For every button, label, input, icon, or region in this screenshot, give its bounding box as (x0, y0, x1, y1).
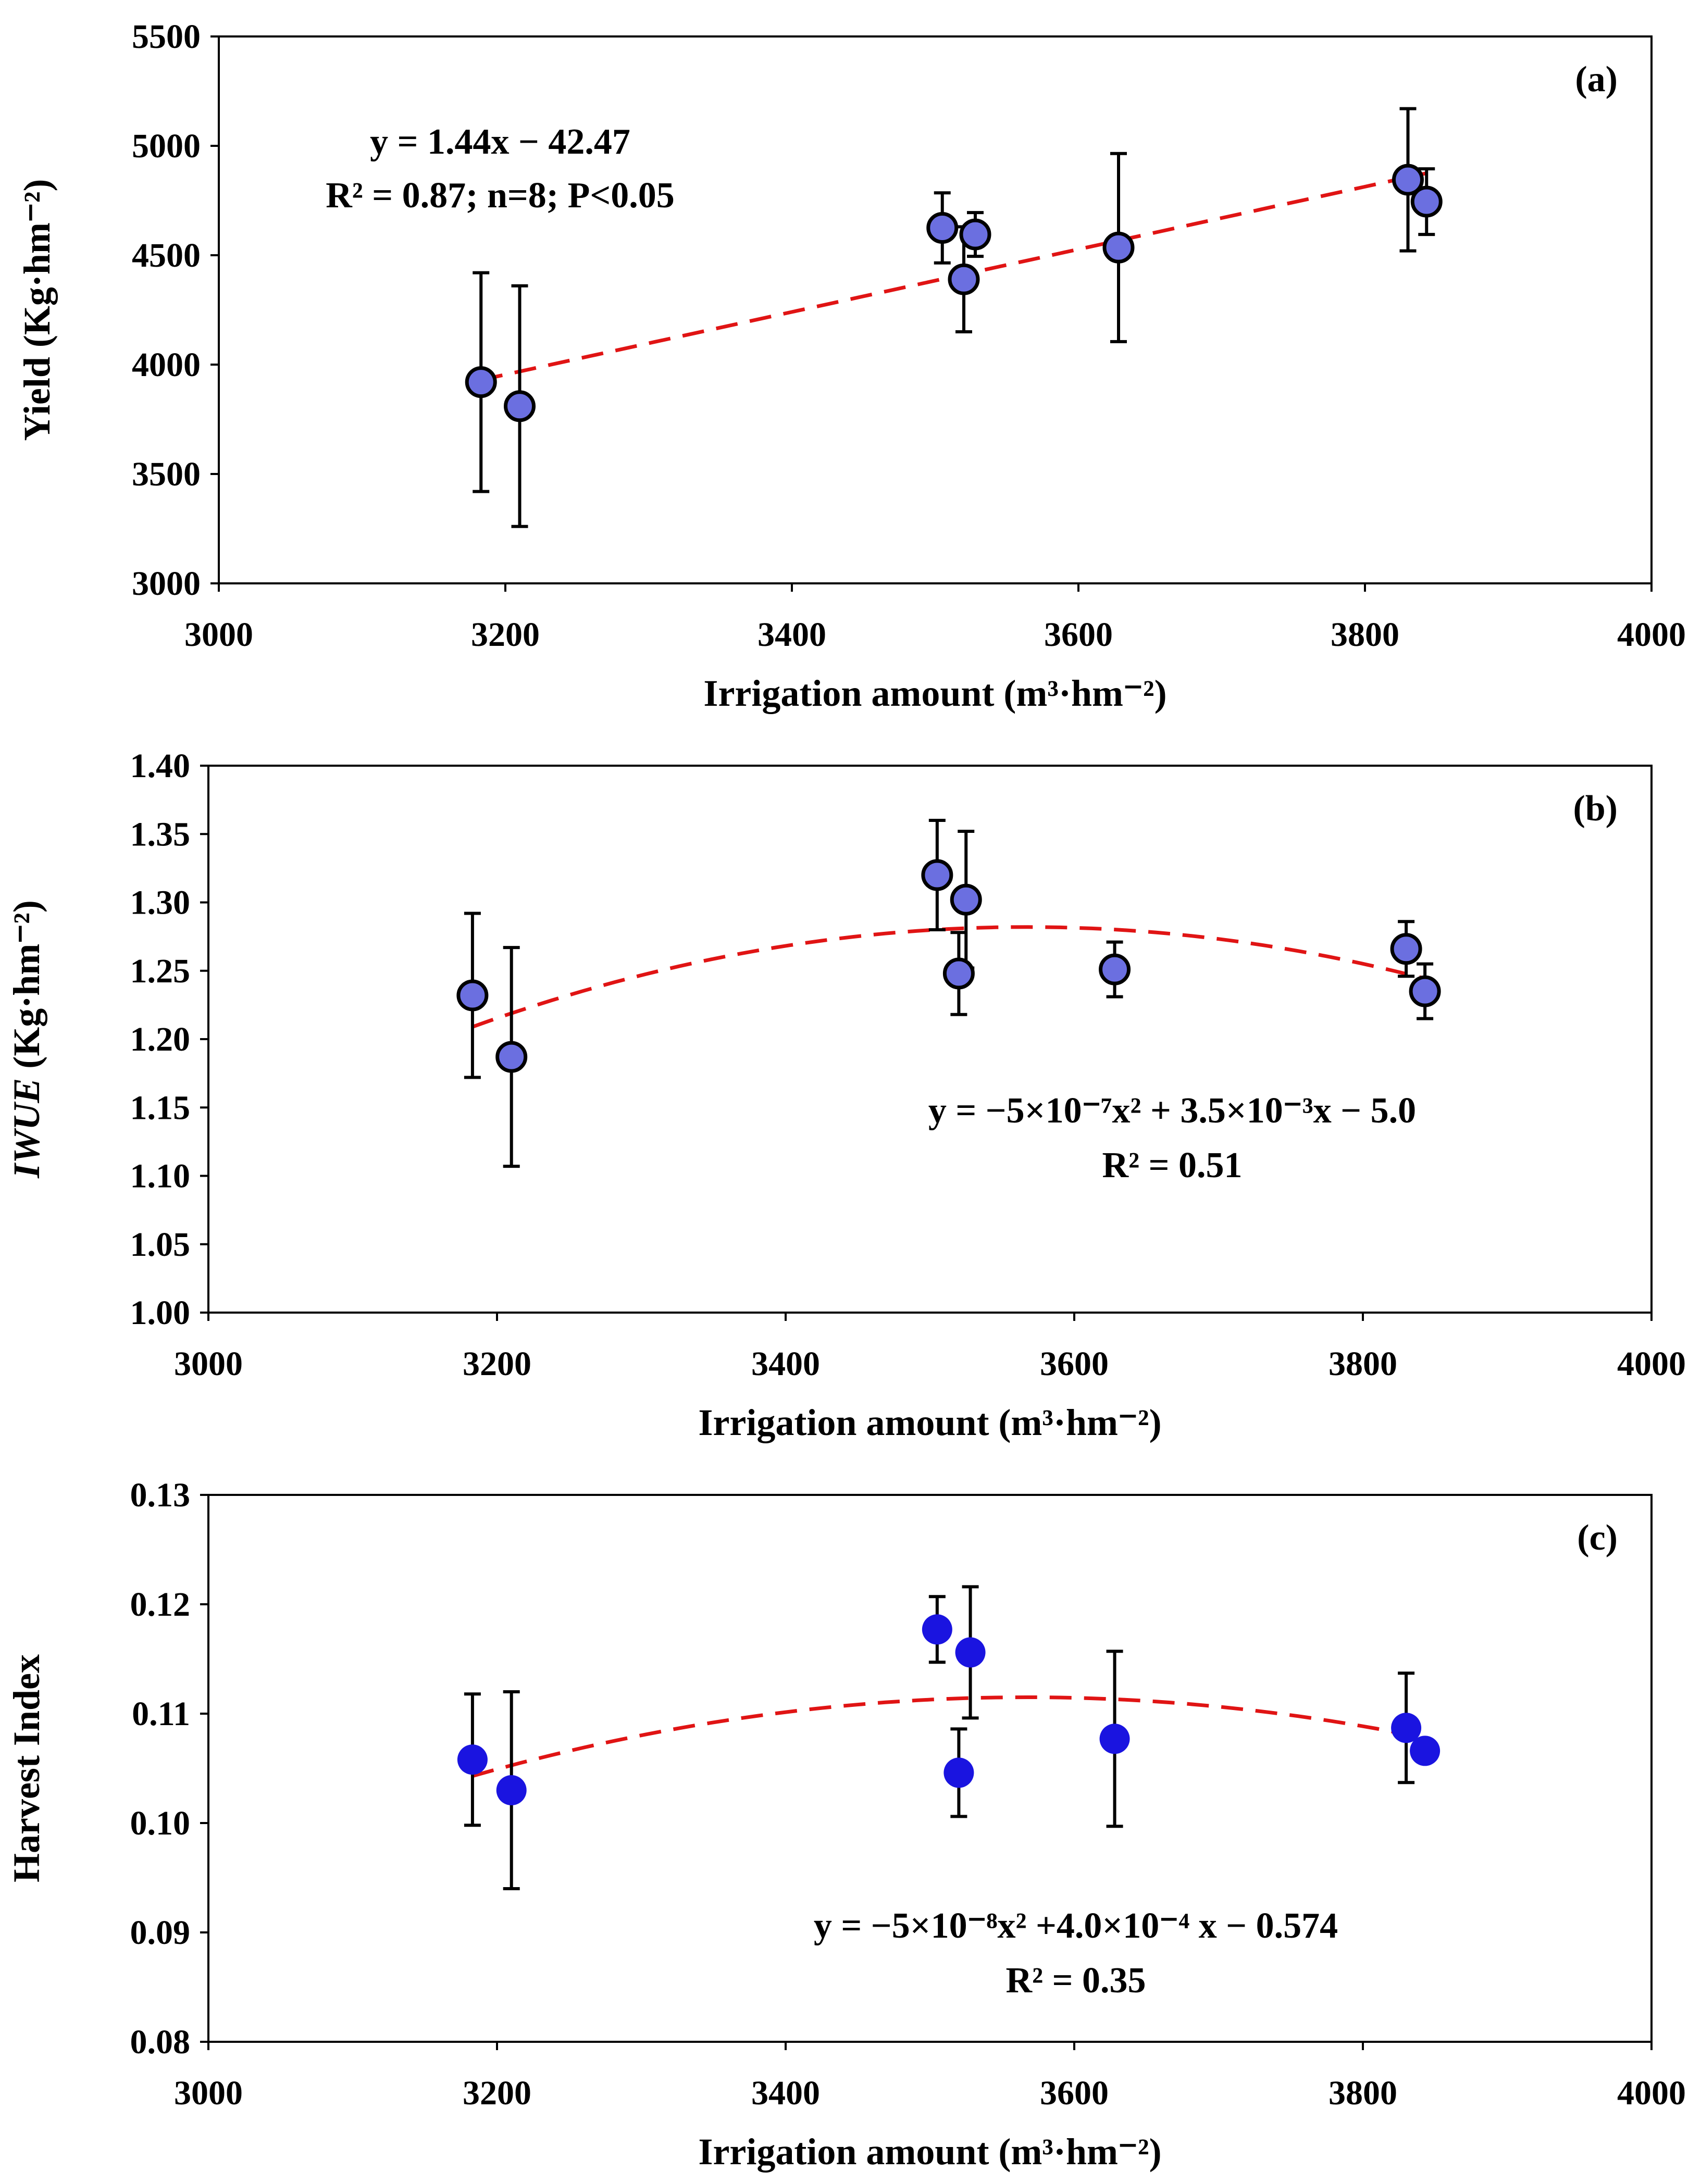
data-point (495, 1041, 528, 1073)
y-tick-label: 1.35 (130, 815, 191, 853)
x-tick-label: 3000 (174, 1345, 243, 1383)
y-axis-label: IWUE (Kg·hm⁻²) (6, 900, 47, 1179)
x-tick-label: 3000 (184, 616, 253, 654)
plot-frame (218, 35, 1653, 584)
y-tick-label: 0.09 (130, 1914, 191, 1952)
data-point (1409, 975, 1441, 1007)
y-axis-label-italic: IWUE (6, 1078, 47, 1179)
data-point (950, 883, 982, 916)
panel-label: (a) (1575, 59, 1618, 99)
y-tick-label: 1.00 (130, 1294, 191, 1332)
x-tick-label: 3200 (463, 2074, 531, 2112)
data-point (504, 390, 536, 422)
y-tick-label: 1.10 (130, 1157, 191, 1195)
plot-frame (207, 1494, 1653, 2043)
y-tick-label: 0.11 (132, 1695, 190, 1733)
data-point (959, 218, 991, 251)
x-tick-label: 3800 (1328, 1345, 1397, 1383)
y-axis-label: Yield (Kg·hm⁻²) (16, 179, 58, 441)
data-point (457, 1744, 488, 1775)
data-point (922, 1614, 952, 1645)
x-tick-label: 4000 (1617, 1345, 1686, 1383)
y-tick-label: 1.40 (130, 747, 191, 785)
y-tick-label: 3000 (132, 565, 201, 603)
x-tick-label: 3600 (1040, 1345, 1109, 1383)
y-tick-label: 3500 (132, 455, 201, 493)
trend-line (471, 1695, 1425, 1778)
y-tick-label: 1.30 (130, 884, 191, 922)
x-tick-label: 4000 (1617, 2074, 1686, 2112)
panel-label: (c) (1577, 1518, 1618, 1558)
x-axis-label: Irrigation amount (m³·hm⁻²) (698, 2131, 1161, 2173)
y-tick-label: 1.15 (130, 1089, 191, 1127)
equation-line: y = 1.44x − 42.47 (370, 122, 630, 162)
y-tick-label: 0.12 (130, 1586, 191, 1624)
data-point (1391, 1713, 1422, 1743)
equation-line: R² = 0.35 (1006, 1961, 1146, 2001)
data-point (1410, 185, 1443, 218)
x-tick-label: 3200 (471, 616, 540, 654)
x-axis-label: Irrigation amount (m³·hm⁻²) (703, 672, 1166, 714)
panel-c: 3000 3200 3400 3600 3800 4000 0.08 0.09 0.10 0.11… (6, 1476, 1686, 2173)
data-point (1410, 1736, 1441, 1766)
data-point (921, 859, 953, 891)
data-point (1102, 231, 1135, 264)
x-tick-label: 3600 (1044, 616, 1113, 654)
y-tick-label: 1.05 (130, 1226, 191, 1264)
data-point (465, 366, 497, 398)
trend-line (471, 925, 1425, 1029)
y-tick-label: 0.10 (130, 1804, 191, 1842)
y-tick-label: 0.08 (130, 2023, 191, 2061)
equation-line: y = −5×10⁻⁸x² +4.0×10⁻⁴ x − 0.574 (814, 1906, 1338, 1946)
y-axis-label: Harvest Index (6, 1654, 47, 1882)
data-point (955, 1637, 986, 1668)
y-tick-label: 5000 (132, 127, 201, 165)
x-tick-label: 3400 (751, 1345, 820, 1383)
plot-frame (207, 765, 1653, 1314)
panel-label: (b) (1573, 789, 1618, 829)
x-tick-label: 3200 (463, 1345, 531, 1383)
x-tick-label: 3800 (1331, 616, 1399, 654)
data-point (1390, 933, 1422, 965)
data-point (943, 1757, 974, 1788)
x-tick-label: 3400 (758, 616, 826, 654)
equation-line: R² = 0.87; n=8; P<0.05 (326, 176, 675, 216)
data-point (1099, 953, 1131, 985)
panel-a: 3000 3200 3400 3600 3800 4000 3000 3500 4000 4500… (16, 18, 1686, 714)
x-tick-label: 3800 (1328, 2074, 1397, 2112)
panel-b: 3000 3200 3400 3600 3800 4000 1.00 1.05 1.10 1.15… (6, 747, 1686, 1443)
data-point (496, 1775, 527, 1805)
data-point (926, 212, 959, 244)
equation-line: R² = 0.51 (1102, 1145, 1243, 1185)
y-tick-label: 5500 (132, 18, 201, 56)
equation-line: y = −5×10⁻⁷x² + 3.5×10⁻³x − 5.0 (928, 1091, 1416, 1131)
data-point (942, 957, 975, 990)
data-point (1392, 164, 1424, 196)
x-tick-label: 3000 (174, 2074, 243, 2112)
x-axis-label: Irrigation amount (m³·hm⁻²) (698, 1402, 1161, 1443)
x-tick-label: 4000 (1617, 616, 1686, 654)
x-tick-label: 3400 (751, 2074, 820, 2112)
y-tick-label: 0.13 (130, 1476, 191, 1514)
data-point (1099, 1724, 1130, 1754)
y-tick-label: 1.25 (130, 952, 191, 990)
y-tick-label: 4000 (132, 346, 201, 384)
y-axis-label-units: (Kg·hm⁻²) (6, 900, 47, 1078)
data-point (948, 263, 980, 295)
x-tick-label: 3600 (1040, 2074, 1109, 2112)
y-tick-label: 4500 (132, 236, 201, 274)
data-point (456, 979, 489, 1012)
y-tick-label: 1.20 (130, 1020, 191, 1058)
